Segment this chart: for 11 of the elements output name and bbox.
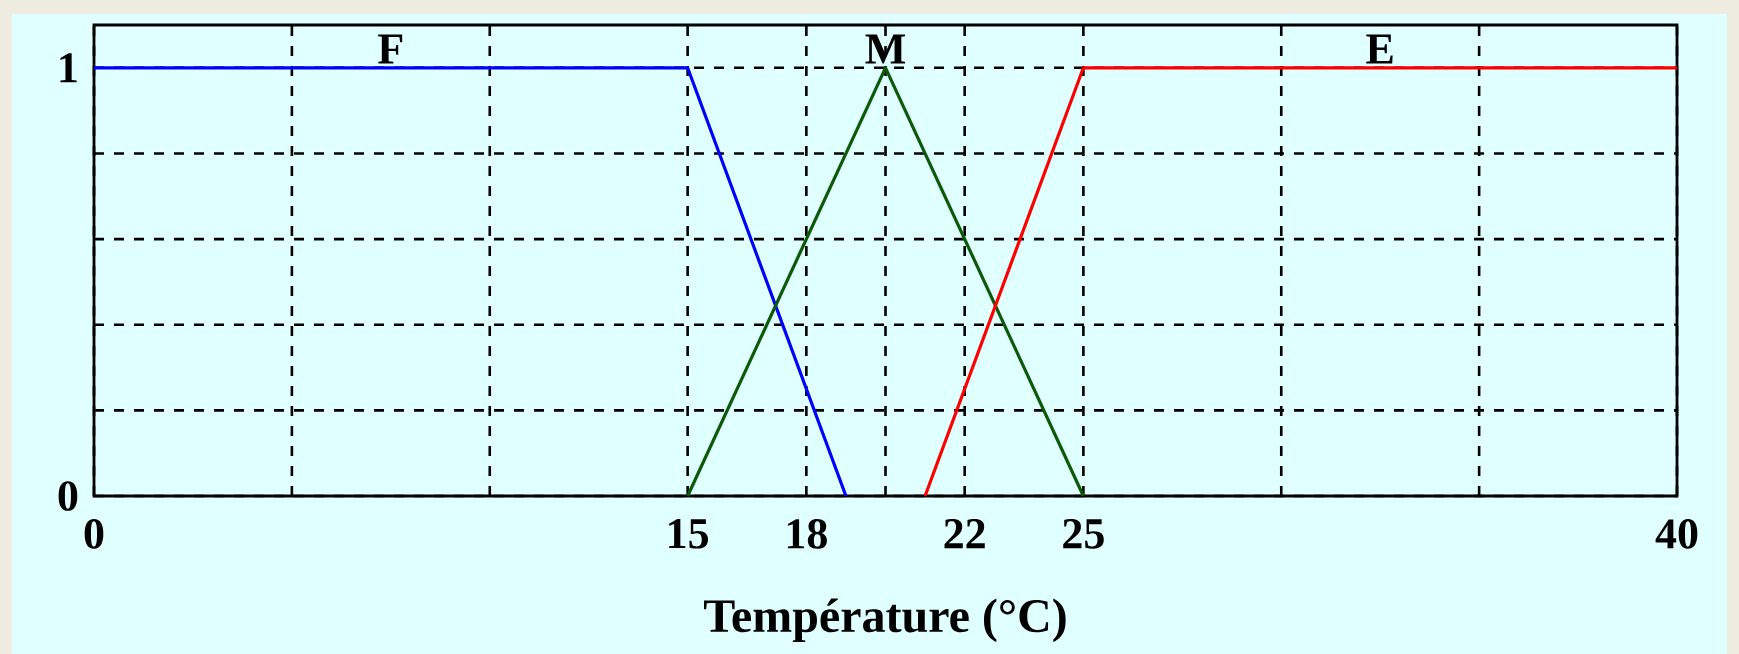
x-tick-label: 18 (787, 519, 827, 549)
y-tick-label: 1 (60, 53, 77, 83)
x-tick-label: 40 (1655, 519, 1698, 549)
series-label: F (378, 34, 403, 64)
series-label: M (865, 34, 906, 64)
x-axis-title: Température (°C) (704, 598, 1066, 643)
series-label: E (1366, 34, 1393, 64)
x-tick-label: 25 (1063, 519, 1104, 549)
x-tick-label: 22 (944, 519, 985, 549)
x-tick-label: 0 (84, 519, 104, 549)
x-tick-label: 15 (669, 519, 709, 549)
